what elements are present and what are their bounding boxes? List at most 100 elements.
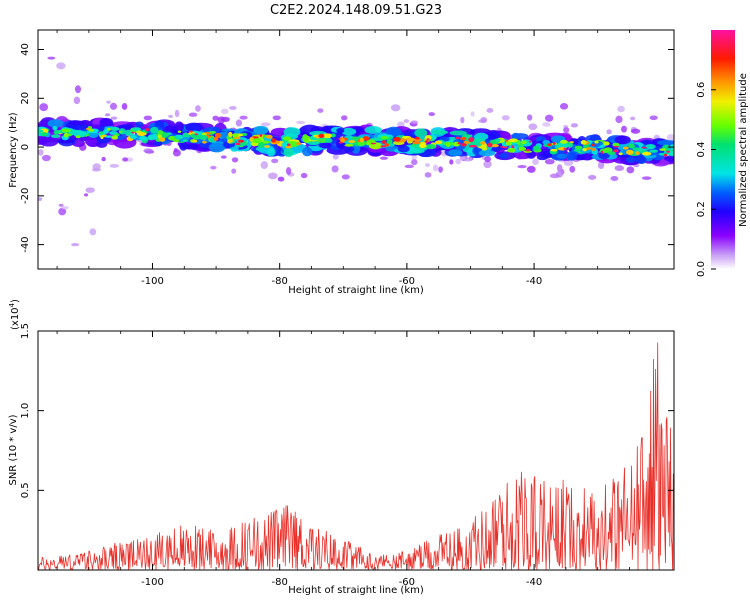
heatmap-cell: [177, 130, 182, 133]
heatmap-cell: [597, 161, 605, 169]
heatmap-cell: [253, 125, 269, 135]
heatmap-cell: [61, 206, 69, 210]
heatmap-cell: [517, 165, 527, 169]
heatmap-cell: [322, 133, 332, 139]
heatmap-cell: [101, 134, 107, 137]
heatmap-cell: [550, 148, 558, 152]
heatmap-cell: [58, 203, 64, 207]
heatmap-cell: [630, 128, 641, 134]
heatmap-cell: [332, 154, 339, 160]
heatmap-cell: [645, 143, 656, 150]
heatmap-cell: [317, 108, 324, 113]
heatmap-cell: [239, 115, 248, 120]
heatmap-cell: [132, 127, 142, 131]
heatmap-cell: [341, 127, 357, 136]
heatmap-cell: [340, 115, 348, 121]
colorbar-tick-label: 0.4: [696, 142, 707, 158]
heatmap-cell: [570, 123, 579, 128]
heatmap-cell: [136, 131, 147, 136]
heatmap-cell: [38, 129, 44, 133]
heatmap-cell: [600, 150, 604, 154]
x-tick-label: -100: [141, 276, 164, 287]
heatmap-cell: [143, 148, 154, 154]
heatmap-cell: [526, 114, 533, 121]
heatmap-cell: [502, 146, 508, 149]
heatmap-cell: [231, 168, 237, 174]
heatmap-cell: [412, 140, 421, 145]
heatmap-cell: [277, 176, 285, 182]
heatmap-cell: [357, 141, 366, 146]
heatmap-cell: [88, 128, 95, 132]
snr-y-ticks: 0.5 1.0 1.5: [20, 323, 674, 498]
heatmap-cell: [300, 172, 308, 179]
spectrogram-heatmap: [38, 56, 674, 247]
heatmap-cell: [285, 145, 293, 149]
heatmap-cell: [426, 138, 430, 141]
heatmap-cell: [414, 136, 420, 140]
heatmap-cell: [174, 109, 180, 118]
heatmap-cell: [235, 119, 243, 127]
heatmap-cell: [507, 147, 516, 153]
colorbar: 0.0 0.2 0.4 0.6 Normalized spectral amplitu…: [696, 30, 749, 277]
heatmap-cell: [618, 152, 623, 156]
y-tick-label: 20: [20, 92, 31, 105]
heatmap-cell: [386, 139, 393, 145]
heatmap-cell: [211, 126, 221, 133]
y-tick-label: 0: [20, 144, 31, 150]
heatmap-cell: [283, 136, 292, 141]
heatmap-cell: [85, 127, 91, 130]
heatmap-cell: [403, 119, 410, 123]
heatmap-cell: [380, 135, 389, 140]
heatmap-cell: [172, 149, 181, 157]
heatmap-cell: [556, 142, 569, 149]
y-tick-label: 1.5: [20, 323, 31, 339]
heatmap-cell: [635, 151, 640, 156]
heatmap-cell: [424, 143, 437, 150]
heatmap-cell: [613, 145, 619, 148]
heatmap-cell: [528, 123, 538, 131]
heatmap-cell: [119, 130, 123, 133]
heatmap-cell: [385, 126, 402, 137]
heatmap-cell: [649, 149, 658, 153]
snr-x-axis-label: Height of straight line (km): [288, 585, 424, 596]
heatmap-cell: [122, 157, 129, 162]
heatmap-cell: [622, 146, 629, 150]
heatmap-cell: [384, 142, 390, 147]
heatmap-cell: [586, 147, 592, 150]
heatmap-cell: [139, 135, 148, 141]
heatmap-cell: [52, 126, 58, 131]
heatmap-cell: [641, 146, 647, 149]
heatmap-cell: [318, 133, 325, 139]
heatmap-cell: [106, 100, 111, 104]
spectrogram-x-ticks: -100 -80 -60 -40: [56, 30, 630, 287]
heatmap-cell: [567, 143, 573, 148]
heatmap-cell: [188, 112, 198, 117]
heatmap-cell: [98, 131, 104, 135]
heatmap-cell: [58, 207, 67, 216]
heatmap-cell: [212, 115, 219, 121]
heatmap-cell: [393, 137, 401, 142]
heatmap-cell: [614, 135, 631, 145]
heatmap-cell: [657, 139, 674, 146]
heatmap-cell: [610, 176, 619, 182]
heatmap-cell: [47, 56, 56, 60]
heatmap-cell: [666, 150, 670, 153]
heatmap-cell: [499, 152, 509, 159]
heatmap-cell: [150, 126, 159, 134]
heatmap-cell: [237, 139, 245, 143]
heatmap-cell: [659, 148, 667, 151]
heatmap-cell: [41, 154, 51, 162]
heatmap-cell: [449, 159, 454, 165]
heatmap-cell: [40, 132, 48, 137]
heatmap-cell: [210, 165, 217, 170]
heatmap-cell: [542, 122, 551, 127]
snr-frame: [37, 330, 675, 571]
heatmap-cell: [296, 142, 302, 146]
spectrogram-frame: [37, 29, 675, 270]
heatmap-cell: [228, 140, 233, 143]
heatmap-cell: [174, 134, 184, 140]
heatmap-cell: [628, 143, 635, 149]
heatmap-cell: [68, 120, 86, 126]
heatmap-cell: [574, 145, 583, 150]
heatmap-cell: [532, 158, 539, 166]
